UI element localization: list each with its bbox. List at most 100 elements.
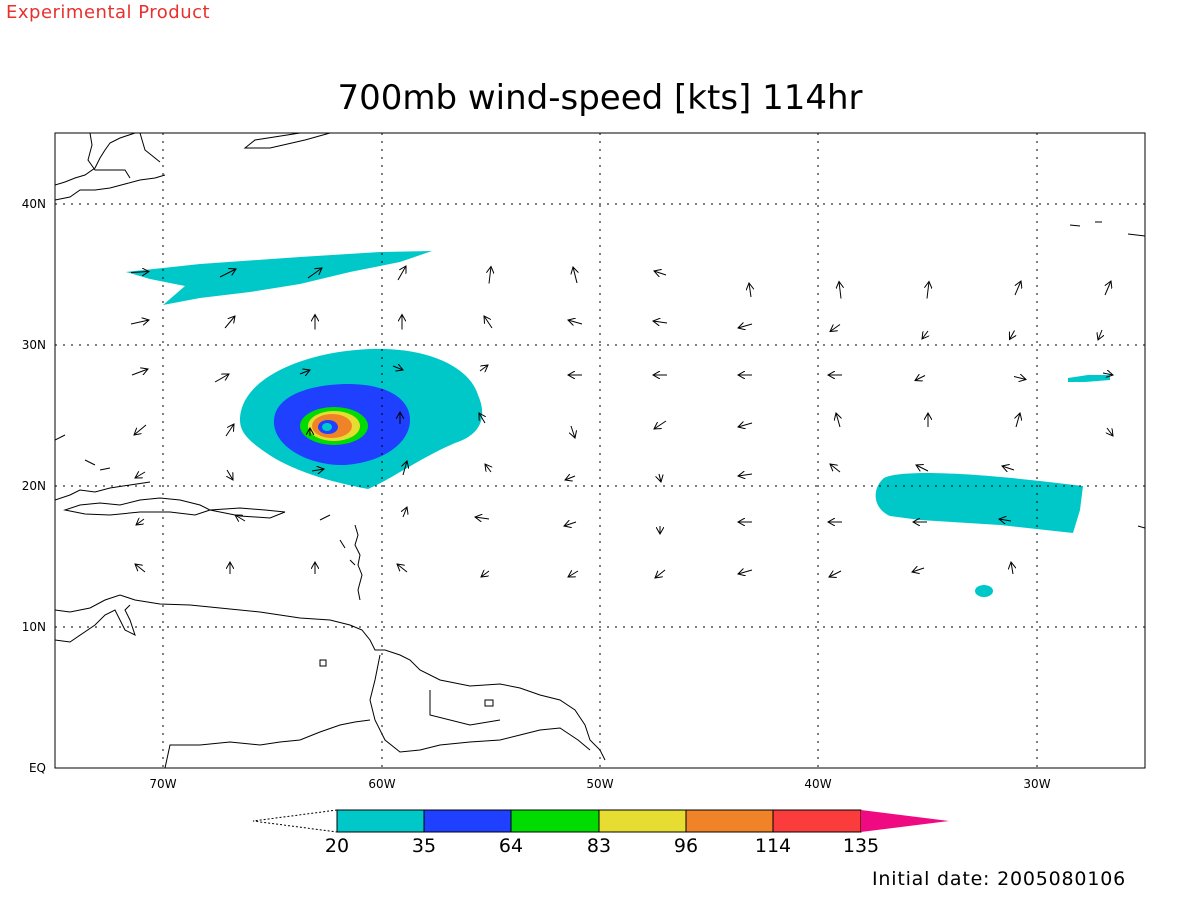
wind-arrow	[571, 425, 575, 438]
wind-arrow	[738, 423, 753, 427]
wind-arrow	[1014, 281, 1021, 296]
wind-arrow	[214, 374, 229, 383]
x-tick-label: 60W	[368, 777, 395, 791]
x-tick-label: 70W	[149, 777, 176, 791]
wind-arrow	[403, 461, 407, 476]
wind-arrow	[130, 272, 149, 273]
wind-arrow	[485, 464, 491, 473]
chart-title: 700mb wind-speed [kts] 114hr	[337, 78, 863, 118]
y-tick-label: 30N	[22, 338, 46, 352]
experimental-product-label: Experimental Product	[6, 2, 211, 23]
wind-arrow	[738, 324, 753, 328]
wind-arrow	[916, 465, 929, 471]
colorbar-label: 35	[412, 835, 436, 857]
colorbar-label: 96	[674, 835, 698, 857]
wind-arrow	[475, 517, 490, 519]
colorbar-label: 20	[325, 835, 349, 857]
coastlines	[55, 133, 1145, 768]
wind-arrow	[307, 268, 322, 279]
wind-arrow	[136, 519, 145, 525]
east-small-region-a	[1068, 375, 1110, 382]
colorbar-swatch	[510, 809, 600, 833]
wind-arrow	[311, 469, 324, 471]
colorbar-label: 83	[587, 835, 611, 857]
plot-frame	[54, 132, 1146, 769]
hurricane-eye-ring	[322, 423, 332, 431]
y-axis-labels: EQ 10N 20N 30N 40N	[22, 197, 46, 775]
colorbar-high-triangle	[861, 810, 949, 832]
east-small-region-b	[975, 585, 993, 597]
graticule	[55, 133, 1145, 768]
wind-arrow	[299, 370, 310, 374]
wind-arrow	[565, 476, 576, 480]
y-tick-label: 40N	[22, 197, 46, 211]
wind-arrow	[1002, 466, 1015, 470]
wind-arrow	[922, 330, 928, 339]
wind-arrow	[654, 420, 667, 429]
y-tick-label: 10N	[22, 620, 46, 634]
wind-arrow	[135, 472, 146, 478]
wind-arrow	[830, 464, 841, 473]
wind-arrow	[1102, 373, 1113, 375]
wind-arrow	[397, 266, 406, 281]
wind-arrow	[1107, 427, 1113, 436]
wind-arrow	[227, 469, 233, 480]
colorbar-swatch	[685, 809, 774, 833]
y-tick-label: EQ	[29, 761, 46, 775]
wind-arrow	[836, 413, 840, 428]
wind-arrow	[1016, 413, 1020, 428]
wind-arrow	[481, 571, 490, 577]
wind-vectors	[130, 266, 1113, 578]
wind-arrow	[654, 271, 667, 275]
wind-arrow	[655, 569, 666, 578]
colorbar-label: 114	[755, 835, 791, 857]
colorbar-low-triangle	[252, 809, 338, 833]
colorbar-swatch	[336, 809, 425, 833]
wind-arrow	[564, 522, 577, 526]
wind-arrow	[403, 507, 407, 518]
colorbar-label: 64	[499, 835, 523, 857]
wind-arrow	[224, 316, 235, 329]
wind-arrow	[235, 515, 246, 521]
y-tick-label: 20N	[22, 479, 46, 493]
wind-arrow	[999, 519, 1012, 521]
wind-arrow	[659, 473, 661, 482]
wind-arrow	[484, 316, 493, 329]
wind-arrow	[738, 570, 753, 574]
wind-arrow	[479, 365, 488, 371]
x-tick-label: 30W	[1023, 777, 1050, 791]
wind-arrow	[912, 568, 925, 572]
initial-date: Initial date: 2005080106	[872, 868, 1126, 890]
colorbar-label: 135	[843, 835, 879, 857]
wind-arrow	[568, 320, 583, 324]
wind-arrow	[489, 267, 491, 284]
wind-arrow	[130, 320, 149, 324]
wind-arrow	[1010, 330, 1015, 340]
wind-arrow	[829, 571, 842, 577]
colorbar: 20 35 64 83 96 114 135	[252, 809, 949, 857]
wind-arrow	[225, 424, 234, 437]
colorbar-swatch	[423, 809, 512, 833]
wind-arrow	[749, 283, 751, 298]
wind-arrow	[573, 267, 577, 284]
wind-arrow	[1013, 377, 1026, 380]
wind-arrow	[830, 324, 841, 332]
wind-speed-shading	[126, 251, 1110, 597]
wind-arrow	[219, 269, 236, 278]
x-axis-labels: 70W 60W 50W 40W 30W	[149, 777, 1050, 791]
wind-arrow	[568, 571, 579, 577]
wind-arrow	[397, 564, 408, 573]
wind-arrow	[134, 424, 147, 435]
x-tick-label: 50W	[586, 777, 613, 791]
wind-arrow	[653, 321, 668, 323]
wind-arrow	[1104, 281, 1111, 296]
jet-streak-region	[126, 251, 432, 305]
wind-arrow	[915, 376, 926, 381]
wind-arrow	[131, 369, 148, 376]
wind-arrow	[1011, 562, 1013, 575]
wind-arrow	[927, 282, 929, 299]
plot-area	[55, 133, 1145, 768]
x-tick-label: 40W	[804, 777, 831, 791]
wind-arrow	[839, 282, 841, 299]
